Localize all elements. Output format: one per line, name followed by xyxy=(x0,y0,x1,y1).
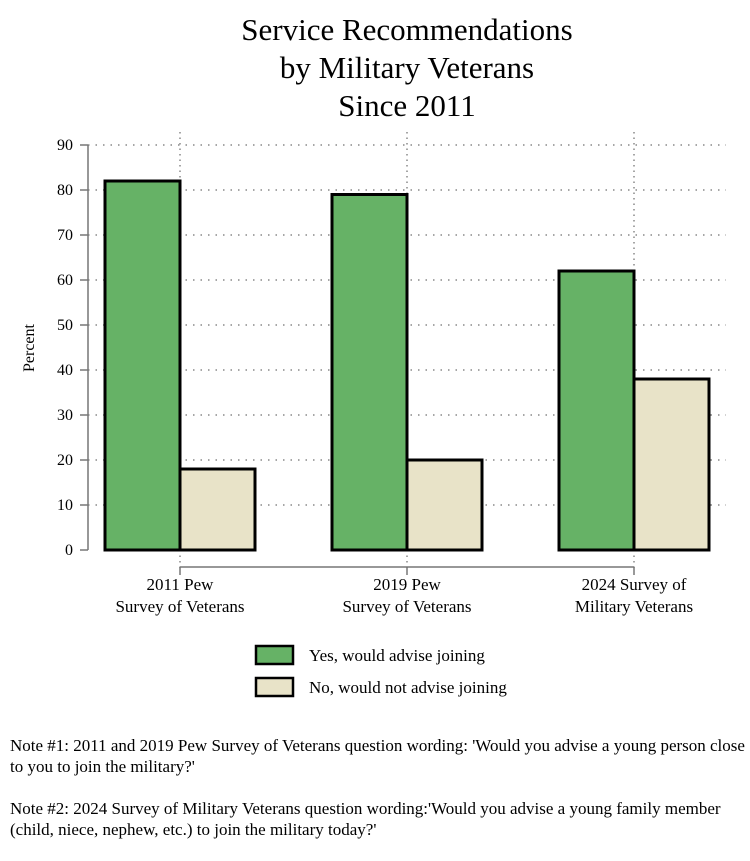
y-tick-label: 20 xyxy=(57,452,73,469)
y-tick-label: 80 xyxy=(57,182,73,199)
title-line: by Military Veterans xyxy=(280,50,534,85)
y-tick-label: 30 xyxy=(57,407,73,424)
x-tick-label: Military Veterans xyxy=(575,597,693,616)
x-tick-label: Survey of Veterans xyxy=(342,597,471,616)
notes: Note #1: 2011 and 2019 Pew Survey of Vet… xyxy=(10,735,745,861)
legend: Yes, would advise joining No, would not a… xyxy=(254,644,507,698)
note-1: Note #1: 2011 and 2019 Pew Survey of Vet… xyxy=(10,736,745,776)
y-tick-label: 90 xyxy=(57,137,73,154)
x-tick-label: 2019 Pew xyxy=(373,575,441,594)
y-tick-label: 50 xyxy=(57,317,73,334)
legend-label: No, would not advise joining xyxy=(309,678,507,697)
x-tick-label: 2011 Pew xyxy=(147,575,215,594)
x-tick-label: Survey of Veterans xyxy=(115,597,244,616)
axes: 0 10 20 30 40 50 60 70 80 90 2011 Pew Survey of Vet… xyxy=(21,137,693,616)
bar-no xyxy=(178,467,257,552)
bars xyxy=(103,179,711,552)
legend-swatch xyxy=(254,644,295,666)
y-tick-label: 0 xyxy=(65,542,73,559)
title-line: Since 2011 xyxy=(338,88,475,123)
bar-yes xyxy=(557,269,636,552)
note-2: Note #2: 2024 Survey of Military Veteran… xyxy=(10,799,721,839)
bar-no xyxy=(632,377,711,552)
y-tick-label: 40 xyxy=(57,362,73,379)
title-line: Service Recommendations xyxy=(241,12,572,47)
y-axis-label: Percent xyxy=(21,323,38,372)
bar-no xyxy=(405,458,484,552)
bar-yes xyxy=(330,193,409,552)
y-tick-label: 60 xyxy=(57,272,73,289)
y-tick-label: 70 xyxy=(57,227,73,244)
legend-swatch xyxy=(254,676,295,698)
bar-yes xyxy=(103,179,182,552)
x-tick-label: 2024 Survey of xyxy=(582,575,687,594)
y-tick-label: 10 xyxy=(57,497,73,514)
legend-label: Yes, would advise joining xyxy=(309,646,485,665)
